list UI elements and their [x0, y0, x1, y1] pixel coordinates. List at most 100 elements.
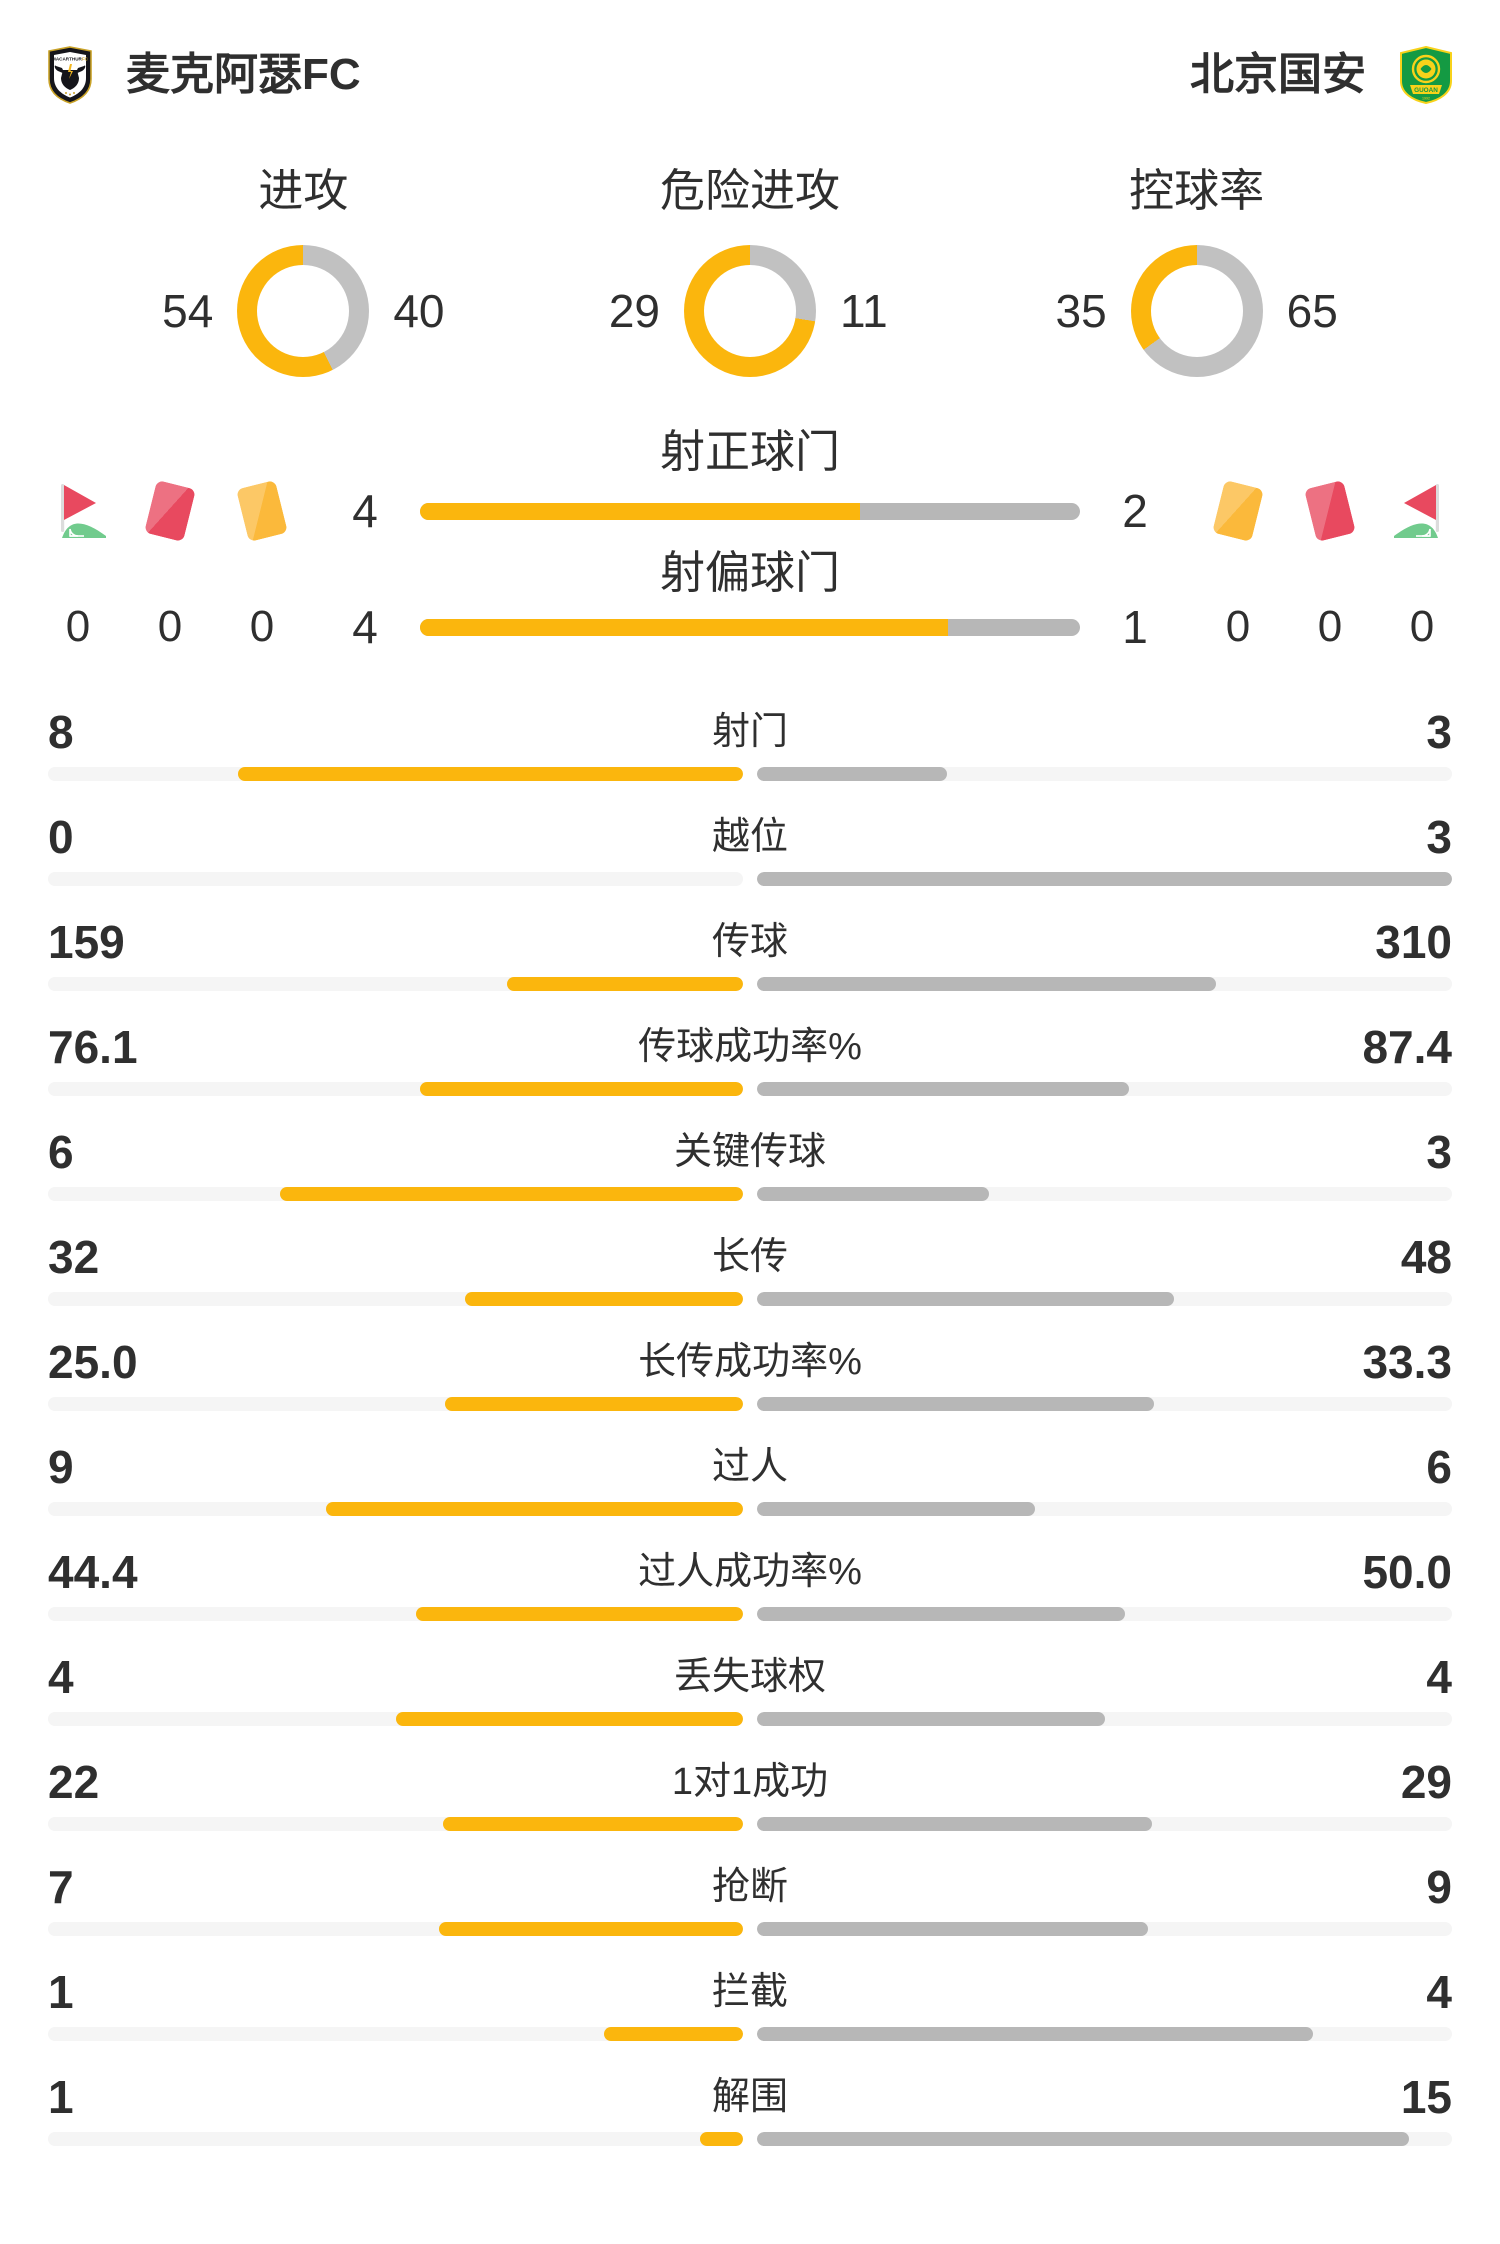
- stat-label: 1对1成功: [671, 1761, 829, 1803]
- donut-chart: 29 11: [527, 245, 974, 377]
- donut-title: 进攻: [258, 165, 349, 216]
- stat-bar: [48, 1712, 1452, 1726]
- stat-away-value: 9: [1426, 1861, 1452, 1913]
- svg-text:MACARTHURFC: MACARTHURFC: [52, 57, 89, 62]
- away-team[interactable]: 北京国安 GUOAN 1992: [1190, 46, 1454, 104]
- shots-section: 射正球门 4 2: [0, 429, 1500, 657]
- donut-away-value: 11: [840, 285, 888, 337]
- away-discipline-icons: [1190, 479, 1470, 543]
- stat-label: 长传: [711, 1236, 788, 1278]
- stat-row: 8 射门 3: [48, 707, 1452, 781]
- home-discipline-icons: [30, 479, 310, 543]
- shots-on-target-away-value: 2: [1122, 485, 1148, 537]
- away-team-name: 北京国安: [1190, 50, 1366, 99]
- stat-row: 6 关键传球 3: [48, 1127, 1452, 1201]
- stat-label: 射门: [711, 711, 788, 753]
- stat-bar: [48, 1607, 1452, 1621]
- red-card-icon: [140, 479, 200, 543]
- stat-row: 1 拦截 4: [48, 1967, 1452, 2041]
- shots-on-target-title: 射正球门: [659, 426, 840, 477]
- shots-on-target-row: 4 2: [0, 478, 1500, 544]
- shots-off-target-title: 射偏球门: [659, 547, 840, 598]
- stat-row: 4 丢失球权 4: [48, 1652, 1452, 1726]
- stat-row: 159 传球 310: [48, 917, 1452, 991]
- home-discipline-counts: 0 0 0: [30, 603, 310, 651]
- stat-home-value: 25.0: [48, 1336, 138, 1388]
- stat-bar: [48, 1292, 1452, 1306]
- shots-off-target-away-value: 1: [1122, 601, 1148, 653]
- stat-away-value: 48: [1400, 1231, 1452, 1283]
- stat-label: 过人成功率%: [638, 1551, 862, 1593]
- home-team[interactable]: MACARTHURFC 麦克阿瑟FC: [46, 46, 361, 104]
- yellow-card-icon: [232, 479, 292, 543]
- stat-home-value: 8: [48, 706, 74, 758]
- stat-bar: [48, 1082, 1452, 1096]
- stat-label: 越位: [711, 816, 788, 858]
- svg-text:GUOAN: GUOAN: [1414, 87, 1438, 94]
- stat-away-value: 87.4: [1362, 1021, 1452, 1073]
- stat-away-value: 6: [1426, 1441, 1452, 1493]
- donut-chart: 54 40: [80, 245, 527, 377]
- stat-home-value: 9: [48, 1441, 74, 1493]
- svg-text:1992: 1992: [1422, 97, 1430, 101]
- shots-off-target-row: 0 0 0 4 1 0 0 0: [0, 597, 1500, 657]
- stat-home-value: 1: [48, 2071, 74, 2123]
- stat-label: 传球成功率%: [638, 1026, 862, 1068]
- stat-away-value: 4: [1426, 1966, 1452, 2018]
- stat-label: 传球: [711, 921, 788, 963]
- stat-away-value: 29: [1400, 1756, 1452, 1808]
- stat-row: 0 越位 3: [48, 812, 1452, 886]
- stat-away-value: 15: [1400, 2071, 1452, 2123]
- guoan-crest-icon: GUOAN 1992: [1400, 46, 1452, 104]
- stat-home-value: 76.1: [48, 1021, 138, 1073]
- stat-home-value: 22: [48, 1756, 100, 1808]
- corner-flag-icon: [1392, 479, 1452, 543]
- donut-home-value: 29: [608, 285, 660, 337]
- donut-titles-row: 进攻 危险进攻 控球率: [0, 168, 1500, 213]
- stat-home-value: 44.4: [48, 1546, 138, 1598]
- stat-bar: [48, 767, 1452, 781]
- home-red-cards-count: 0: [157, 602, 183, 651]
- stat-row: 76.1 传球成功率% 87.4: [48, 1022, 1452, 1096]
- stat-home-value: 7: [48, 1861, 74, 1913]
- stat-away-value: 4: [1426, 1651, 1452, 1703]
- stat-away-value: 33.3: [1362, 1336, 1452, 1388]
- stat-row: 32 长传 48: [48, 1232, 1452, 1306]
- stat-bar: [48, 2027, 1452, 2041]
- donut-home-value: 35: [1055, 285, 1107, 337]
- donut-ring: [237, 245, 370, 377]
- corner-flag-icon: [48, 479, 108, 543]
- donut-title: 危险进攻: [660, 165, 841, 216]
- stat-home-value: 6: [48, 1126, 74, 1178]
- stat-label: 过人: [711, 1446, 788, 1488]
- away-red-cards-count: 0: [1317, 602, 1343, 651]
- home-corners-count: 0: [65, 602, 91, 651]
- yellow-card-icon: [1208, 479, 1268, 543]
- stat-row: 44.4 过人成功率% 50.0: [48, 1547, 1452, 1621]
- stat-away-value: 3: [1426, 706, 1452, 758]
- stat-row: 1 解围 15: [48, 2072, 1452, 2146]
- donut-title: 控球率: [1129, 165, 1265, 216]
- stat-home-value: 32: [48, 1231, 100, 1283]
- stat-home-value: 4: [48, 1651, 74, 1703]
- away-corners-count: 0: [1409, 602, 1435, 651]
- stat-away-value: 3: [1426, 1126, 1452, 1178]
- home-yellow-cards-count: 0: [249, 602, 275, 651]
- stat-label: 解围: [711, 2076, 788, 2118]
- stat-bar: [48, 1187, 1452, 1201]
- match-header: MACARTHURFC 麦克阿瑟FC 北京国安 GUOAN 1992: [0, 0, 1500, 104]
- stat-row: 22 1对1成功 29: [48, 1757, 1452, 1831]
- donut-charts-row: 54 40 29 11 35 65: [0, 245, 1500, 377]
- stat-bar: [48, 872, 1452, 886]
- stat-home-value: 1: [48, 1966, 74, 2018]
- shots-off-target-home-value: 4: [352, 601, 378, 653]
- stat-bar: [48, 1817, 1452, 1831]
- stat-bar: [48, 977, 1452, 991]
- stat-label: 长传成功率%: [638, 1341, 862, 1383]
- stat-away-value: 3: [1426, 811, 1452, 863]
- away-discipline-counts: 0 0 0: [1190, 603, 1470, 651]
- macarthur-crest-icon: MACARTHURFC: [48, 46, 92, 104]
- match-stats-list: 8 射门 3 0 越位 3 159 传球 310: [0, 707, 1500, 2146]
- stat-label: 拦截: [711, 1971, 788, 2013]
- away-yellow-cards-count: 0: [1225, 602, 1251, 651]
